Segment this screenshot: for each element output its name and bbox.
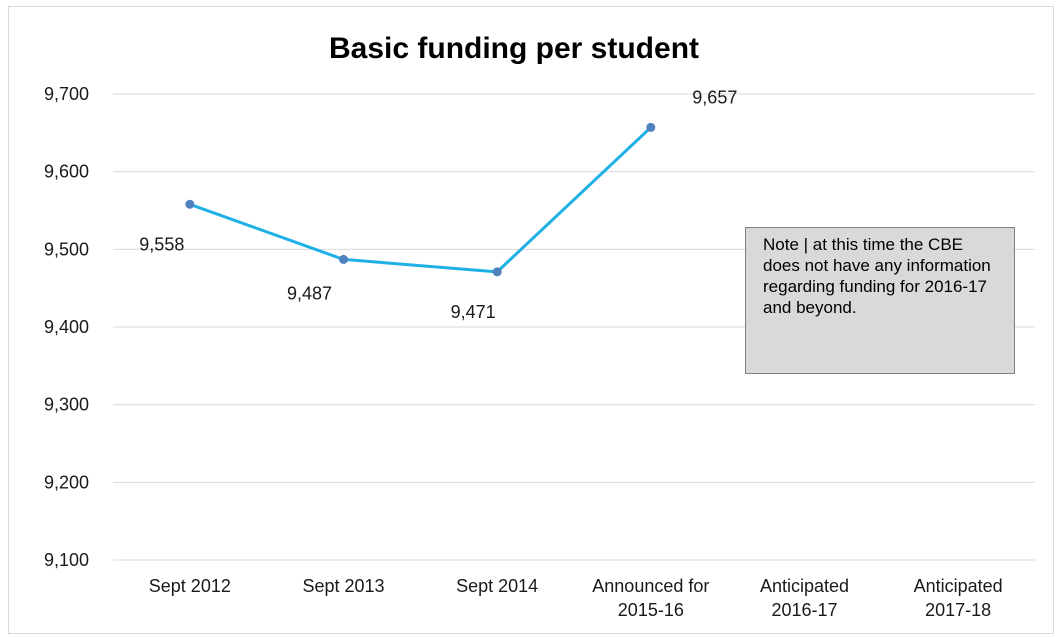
y-tick-label: 9,400 bbox=[44, 317, 89, 337]
x-tick-label: Sept 2012 bbox=[149, 576, 231, 596]
data-point bbox=[185, 199, 195, 209]
data-label: 9,657 bbox=[692, 87, 737, 107]
x-tick-label-line: Anticipated bbox=[760, 576, 849, 596]
x-tick-label-line: Anticipated bbox=[914, 576, 1003, 596]
x-tick-label: Announced for 2015-16 bbox=[592, 576, 709, 620]
y-tick-label: 9,500 bbox=[44, 239, 89, 259]
series-layer bbox=[185, 122, 656, 277]
note-box: Note | at this time the CBE does not hav… bbox=[745, 227, 1015, 374]
y-tick-label: 9,100 bbox=[44, 550, 89, 570]
data-label: 9,558 bbox=[139, 234, 184, 254]
y-axis-tick-labels: 9,100 9,200 9,300 9,400 9,500 9,600 9,700 bbox=[44, 84, 89, 570]
data-label: 9,487 bbox=[287, 283, 332, 303]
x-axis-tick-labels: Sept 2012 Sept 2013 Sept 2014 Announced for… bbox=[149, 576, 1003, 620]
x-tick-label-line: Sept 2013 bbox=[302, 576, 384, 596]
y-tick-label: 9,200 bbox=[44, 472, 89, 492]
data-point bbox=[646, 122, 656, 132]
x-tick-label-line: Announced for bbox=[592, 576, 709, 596]
x-tick-label-line: Sept 2012 bbox=[149, 576, 231, 596]
x-tick-label-line: 2016-17 bbox=[771, 600, 837, 620]
data-labels: 9,558 9,487 9,471 9,657 bbox=[139, 87, 737, 321]
y-tick-label: 9,700 bbox=[44, 84, 89, 104]
y-tick-label: 9,300 bbox=[44, 395, 89, 415]
x-tick-label-line: 2017-18 bbox=[925, 600, 991, 620]
data-label: 9,471 bbox=[451, 302, 496, 322]
note-text: Note | at this time the CBE does not hav… bbox=[763, 235, 991, 317]
data-point bbox=[339, 254, 348, 264]
x-tick-label: Sept 2013 bbox=[302, 576, 384, 596]
x-tick-label-line: Sept 2014 bbox=[456, 576, 538, 596]
x-tick-label: Anticipated 2016-17 bbox=[760, 576, 849, 620]
y-tick-label: 9,600 bbox=[44, 162, 89, 182]
x-tick-label: Anticipated 2017-18 bbox=[914, 576, 1003, 620]
series-line bbox=[189, 126, 652, 274]
data-point bbox=[492, 267, 502, 277]
x-tick-label: Sept 2014 bbox=[456, 576, 538, 596]
x-tick-label-line: 2015-16 bbox=[618, 600, 684, 620]
chart-title: Basic funding per student bbox=[329, 32, 699, 65]
